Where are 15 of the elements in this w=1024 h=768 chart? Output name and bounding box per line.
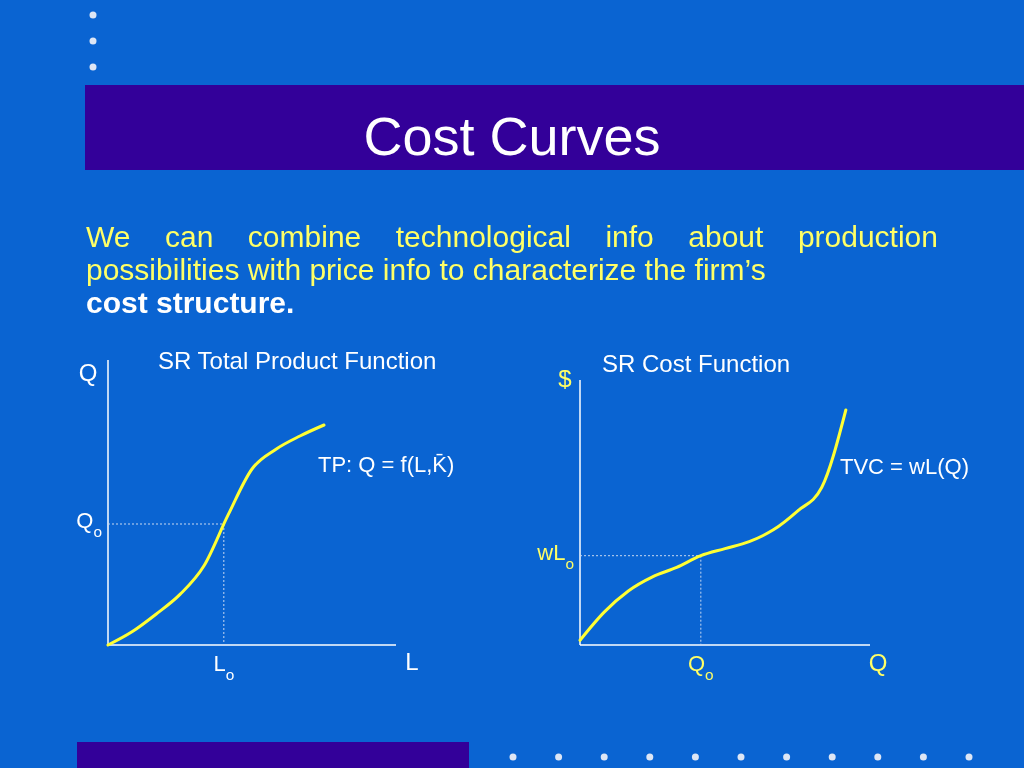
text: Q$_{o}$ [687, 651, 714, 683]
annotation: TVC = wL(Q) [840, 454, 969, 479]
annotation: TP: Q = f(L,K̄) [318, 452, 455, 477]
ref-line-label: Q$_{o}$ [76, 508, 102, 540]
chart-title: SR Cost Function [602, 350, 791, 377]
x-axis-title: Q [868, 649, 888, 676]
y-axis-title: $ [558, 365, 572, 392]
text: L$_{o}$ [213, 651, 235, 683]
text: Cost Curves [363, 106, 661, 166]
text: cost structure. [86, 286, 296, 319]
x-axis-title: L [405, 648, 419, 675]
y-axis-title: Q [78, 359, 98, 386]
ref-line-label: wL$_{o}$ [536, 539, 574, 572]
text: We can combine technological info about production possibilities with price info to characterize the firm’s [86, 220, 938, 286]
chart-title: SR Total Product Function [158, 347, 437, 374]
